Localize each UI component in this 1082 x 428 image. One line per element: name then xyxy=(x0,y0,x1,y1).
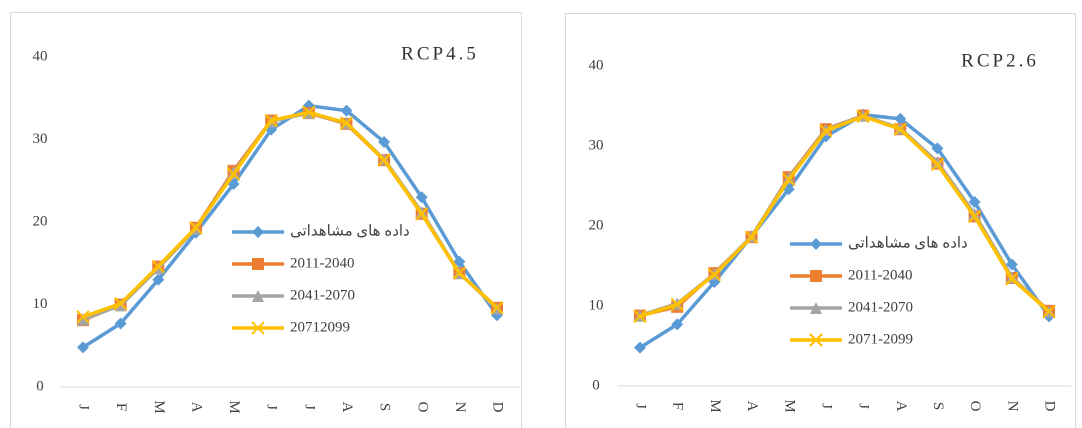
legend-label: 2041-2070 xyxy=(848,299,913,315)
x-tick-label: J xyxy=(633,403,649,409)
marker xyxy=(189,221,203,235)
marker xyxy=(707,268,722,282)
marker xyxy=(152,273,165,286)
marker xyxy=(453,255,466,268)
x-tick-label: A xyxy=(893,401,909,412)
marker xyxy=(339,116,354,130)
x-tick-label: D xyxy=(1042,401,1058,412)
legend-label: 2011-2040 xyxy=(290,255,354,271)
x-tick-label: N xyxy=(452,402,468,413)
series-line xyxy=(82,110,499,319)
x-tick-label: F xyxy=(670,402,686,410)
y-tick-label: 10 xyxy=(33,296,48,312)
marker xyxy=(967,209,982,224)
marker xyxy=(931,142,944,155)
x-tick-label: O xyxy=(967,401,983,412)
y-tick-label: 0 xyxy=(592,377,600,393)
y-tick-label: 40 xyxy=(33,48,48,64)
x-tick-label: A xyxy=(339,402,355,413)
y-tick-label: 40 xyxy=(589,57,604,73)
marker xyxy=(930,157,945,172)
marker xyxy=(968,196,981,208)
x-tick-label: M xyxy=(781,399,797,412)
marker xyxy=(302,105,316,119)
x-tick-label: M xyxy=(151,400,167,413)
y-tick-label: 30 xyxy=(589,137,604,153)
marker xyxy=(894,112,907,125)
chart-title: RCP2.6 xyxy=(961,50,1039,71)
marker xyxy=(226,167,241,181)
marker xyxy=(782,172,796,187)
legend-marker xyxy=(252,258,264,270)
x-tick-label: S xyxy=(930,402,946,410)
marker xyxy=(1005,272,1019,286)
series-line xyxy=(639,114,1051,319)
marker xyxy=(744,230,759,244)
marker xyxy=(265,123,278,136)
marker xyxy=(415,191,428,204)
legend-label: 2071-2099 xyxy=(848,331,913,347)
x-tick-label: A xyxy=(744,401,760,412)
x-tick-label: O xyxy=(414,402,430,413)
panel-frame xyxy=(565,13,1076,428)
marker xyxy=(340,104,353,117)
marker xyxy=(893,122,907,136)
legend-marker xyxy=(809,333,823,347)
marker xyxy=(819,124,833,138)
y-tick-label: 30 xyxy=(33,131,48,147)
marker xyxy=(1042,304,1056,319)
legend-marker xyxy=(251,321,265,335)
marker xyxy=(151,259,165,274)
x-tick-label: A xyxy=(188,402,204,413)
legend-marker xyxy=(810,238,822,250)
legend-marker xyxy=(810,302,822,314)
legend-marker xyxy=(810,270,822,282)
y-tick-label: 20 xyxy=(589,217,604,233)
legend-marker xyxy=(252,226,264,238)
y-tick-label: 20 xyxy=(33,213,48,229)
marker xyxy=(77,313,89,326)
x-tick-label: J xyxy=(76,404,92,410)
marker xyxy=(378,135,391,148)
legend-label: داده های مشاهداتی xyxy=(848,235,968,251)
y-tick-label: 0 xyxy=(36,378,44,394)
marker xyxy=(1005,258,1018,271)
x-tick-label: D xyxy=(490,402,506,413)
legend-marker xyxy=(252,290,264,302)
marker xyxy=(76,310,90,324)
x-tick-label: J xyxy=(818,403,834,409)
x-tick-label: F xyxy=(113,403,129,411)
x-tick-label: N xyxy=(1004,401,1020,412)
x-tick-label: J xyxy=(856,403,872,409)
x-tick-label: J xyxy=(264,404,280,410)
marker xyxy=(490,301,504,315)
marker xyxy=(114,317,127,330)
marker xyxy=(377,153,391,167)
x-tick-label: M xyxy=(226,400,242,413)
legend-label: داده های مشاهداتی xyxy=(290,223,410,239)
marker xyxy=(113,296,128,311)
marker xyxy=(670,297,684,312)
marker xyxy=(856,109,870,124)
marker xyxy=(77,341,89,354)
y-tick-label: 10 xyxy=(589,297,604,313)
marker xyxy=(634,341,646,354)
legend-label: 2041-2070 xyxy=(290,287,355,303)
x-tick-label: M xyxy=(707,399,723,412)
chart-title: RCP4.5 xyxy=(401,43,479,64)
marker xyxy=(452,266,467,280)
marker xyxy=(633,309,647,324)
marker xyxy=(264,113,278,128)
panel-frame xyxy=(10,12,522,428)
marker xyxy=(671,318,684,331)
legend-label: 20712099 xyxy=(290,319,350,335)
marker xyxy=(415,207,429,221)
legend-label: 2011-2040 xyxy=(848,267,912,283)
x-tick-label: J xyxy=(301,404,317,410)
x-tick-label: S xyxy=(377,403,393,411)
series-line xyxy=(639,113,1051,350)
